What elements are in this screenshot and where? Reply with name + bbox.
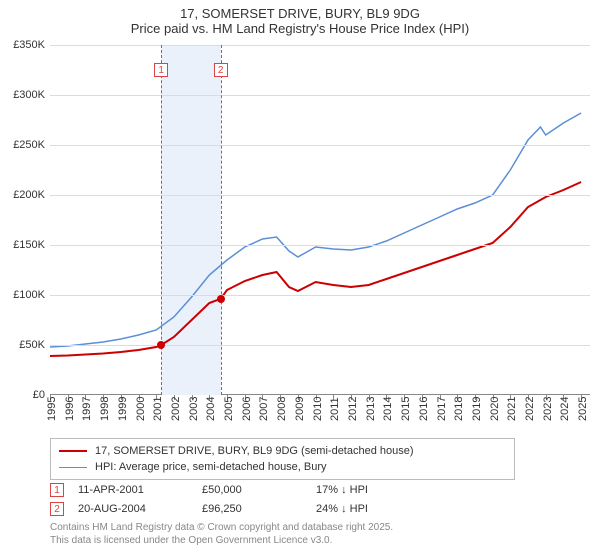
- series-price_paid: [50, 182, 581, 356]
- legend-item: 17, SOMERSET DRIVE, BURY, BL9 9DG (semi-…: [59, 443, 506, 459]
- y-gridline: [50, 345, 590, 346]
- y-tick-label: £350K: [0, 39, 45, 51]
- legend-item: HPI: Average price, semi-detached house,…: [59, 459, 506, 475]
- x-axis-labels: 1995199619971998199920002001200220032004…: [50, 398, 590, 438]
- event-vline: [221, 45, 222, 395]
- y-gridline: [50, 295, 590, 296]
- chart-container: 17, SOMERSET DRIVE, BURY, BL9 9DG Price …: [0, 0, 600, 560]
- x-tick-label: 2002: [170, 397, 182, 421]
- y-tick-label: £300K: [0, 89, 45, 101]
- x-tick-label: 2016: [418, 397, 430, 421]
- x-tick-label: 2008: [276, 397, 288, 421]
- footer-line1: Contains HM Land Registry data © Crown c…: [50, 522, 393, 535]
- y-tick-label: £200K: [0, 189, 45, 201]
- legend-label: 17, SOMERSET DRIVE, BURY, BL9 9DG (semi-…: [95, 445, 414, 457]
- sale-price: £50,000: [202, 484, 302, 496]
- series-hpi: [50, 113, 581, 347]
- sale-date: 20-AUG-2004: [78, 503, 188, 515]
- x-tick-label: 2015: [400, 397, 412, 421]
- line-svg: [50, 45, 590, 395]
- x-tick-label: 2019: [471, 397, 483, 421]
- title-block: 17, SOMERSET DRIVE, BURY, BL9 9DG Price …: [0, 0, 600, 38]
- sale-hpi: 24% ↓ HPI: [316, 503, 436, 515]
- x-tick-label: 2018: [453, 397, 465, 421]
- y-tick-label: £50K: [0, 339, 45, 351]
- x-tick-label: 2005: [223, 397, 235, 421]
- legend-swatch: [59, 450, 87, 452]
- x-tick-label: 2017: [436, 397, 448, 421]
- y-gridline: [50, 145, 590, 146]
- x-tick-label: 2023: [542, 397, 554, 421]
- x-tick-label: 2013: [365, 397, 377, 421]
- x-tick-label: 2010: [312, 397, 324, 421]
- x-tick-label: 2003: [188, 397, 200, 421]
- x-tick-label: 1998: [99, 397, 111, 421]
- legend-swatch: [59, 467, 87, 468]
- y-gridline: [50, 45, 590, 46]
- x-tick-label: 2009: [294, 397, 306, 421]
- sale-price: £96,250: [202, 503, 302, 515]
- sale-dot: [217, 295, 225, 303]
- y-gridline: [50, 245, 590, 246]
- x-tick-label: 2014: [382, 397, 394, 421]
- y-tick-label: £250K: [0, 139, 45, 151]
- sales-table: 1 11-APR-2001 £50,000 17% ↓ HPI 2 20-AUG…: [50, 480, 590, 518]
- x-tick-label: 2011: [329, 397, 341, 421]
- x-tick-label: 2024: [559, 397, 571, 421]
- x-tick-label: 2001: [152, 397, 164, 421]
- title-address: 17, SOMERSET DRIVE, BURY, BL9 9DG: [0, 6, 600, 21]
- event-marker: 2: [214, 63, 228, 77]
- x-tick-label: 2025: [577, 397, 589, 421]
- x-tick-label: 2007: [258, 397, 270, 421]
- y-gridline: [50, 195, 590, 196]
- chart-area: £0£50K£100K£150K£200K£250K£300K£350K12: [50, 45, 590, 395]
- x-tick-label: 2000: [135, 397, 147, 421]
- sales-row: 2 20-AUG-2004 £96,250 24% ↓ HPI: [50, 499, 590, 518]
- x-tick-label: 2020: [489, 397, 501, 421]
- event-marker: 1: [154, 63, 168, 77]
- x-tick-label: 2006: [241, 397, 253, 421]
- plot: £0£50K£100K£150K£200K£250K£300K£350K12: [50, 45, 590, 395]
- sale-hpi: 17% ↓ HPI: [316, 484, 436, 496]
- sale-marker: 1: [50, 483, 64, 497]
- x-tick-label: 1997: [81, 397, 93, 421]
- x-tick-label: 1999: [117, 397, 129, 421]
- title-subtitle: Price paid vs. HM Land Registry's House …: [0, 21, 600, 36]
- sale-marker: 2: [50, 502, 64, 516]
- x-tick-label: 2022: [524, 397, 536, 421]
- x-tick-label: 2021: [506, 397, 518, 421]
- footer-line2: This data is licensed under the Open Gov…: [50, 535, 393, 548]
- sales-row: 1 11-APR-2001 £50,000 17% ↓ HPI: [50, 480, 590, 499]
- x-tick-label: 2012: [347, 397, 359, 421]
- x-tick-label: 2004: [205, 397, 217, 421]
- y-tick-label: £0: [0, 389, 45, 401]
- x-tick-label: 1995: [46, 397, 58, 421]
- x-tick-label: 1996: [64, 397, 76, 421]
- sale-date: 11-APR-2001: [78, 484, 188, 496]
- y-tick-label: £100K: [0, 289, 45, 301]
- footer: Contains HM Land Registry data © Crown c…: [50, 522, 393, 547]
- legend-label: HPI: Average price, semi-detached house,…: [95, 461, 327, 473]
- y-tick-label: £150K: [0, 239, 45, 251]
- legend: 17, SOMERSET DRIVE, BURY, BL9 9DG (semi-…: [50, 438, 515, 480]
- sale-dot: [157, 341, 165, 349]
- y-gridline: [50, 95, 590, 96]
